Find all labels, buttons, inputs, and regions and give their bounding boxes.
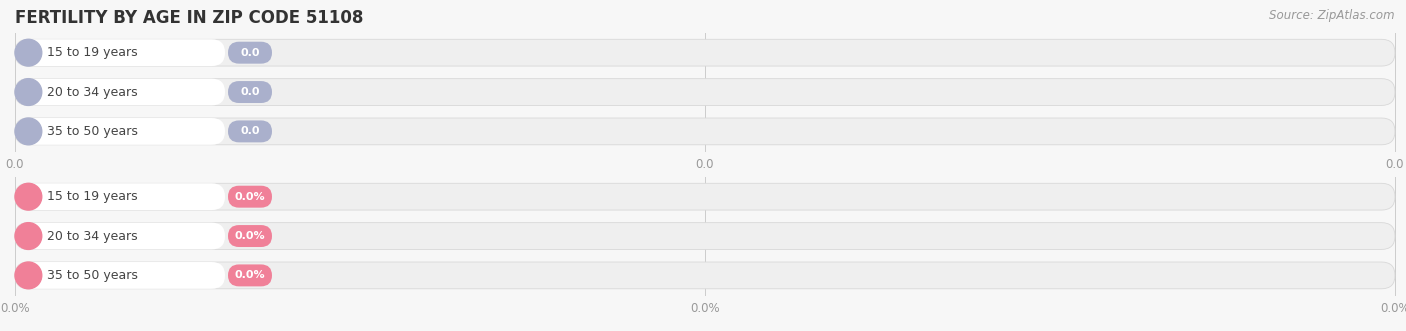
Text: 0.0: 0.0	[1386, 158, 1405, 170]
Text: 20 to 34 years: 20 to 34 years	[46, 229, 138, 243]
Circle shape	[15, 79, 42, 105]
FancyBboxPatch shape	[15, 262, 1395, 289]
Text: 0.0: 0.0	[240, 48, 260, 58]
Text: Source: ZipAtlas.com: Source: ZipAtlas.com	[1270, 9, 1395, 22]
Circle shape	[15, 39, 42, 66]
FancyBboxPatch shape	[15, 118, 1395, 145]
Circle shape	[15, 262, 42, 289]
Text: 35 to 50 years: 35 to 50 years	[46, 125, 138, 138]
FancyBboxPatch shape	[15, 183, 225, 210]
FancyBboxPatch shape	[228, 42, 271, 64]
Text: 20 to 34 years: 20 to 34 years	[46, 85, 138, 99]
Text: 0.0: 0.0	[696, 158, 714, 170]
FancyBboxPatch shape	[15, 183, 1395, 210]
FancyBboxPatch shape	[15, 39, 1395, 66]
Text: 15 to 19 years: 15 to 19 years	[46, 190, 138, 203]
FancyBboxPatch shape	[15, 118, 225, 145]
FancyBboxPatch shape	[228, 186, 271, 208]
FancyBboxPatch shape	[15, 39, 225, 66]
Circle shape	[15, 118, 42, 145]
Text: 0.0%: 0.0%	[235, 270, 266, 280]
Text: 0.0%: 0.0%	[1381, 302, 1406, 314]
FancyBboxPatch shape	[15, 262, 225, 289]
Text: 0.0: 0.0	[240, 87, 260, 97]
FancyBboxPatch shape	[15, 223, 1395, 250]
Text: 35 to 50 years: 35 to 50 years	[46, 269, 138, 282]
Circle shape	[15, 223, 42, 250]
Text: 0.0: 0.0	[240, 126, 260, 136]
Text: 0.0: 0.0	[6, 158, 24, 170]
Text: 0.0%: 0.0%	[0, 302, 30, 314]
FancyBboxPatch shape	[15, 79, 1395, 105]
Text: 15 to 19 years: 15 to 19 years	[46, 46, 138, 59]
Text: 0.0%: 0.0%	[690, 302, 720, 314]
FancyBboxPatch shape	[228, 120, 271, 142]
Text: FERTILITY BY AGE IN ZIP CODE 51108: FERTILITY BY AGE IN ZIP CODE 51108	[15, 9, 363, 27]
FancyBboxPatch shape	[228, 81, 271, 103]
Text: 0.0%: 0.0%	[235, 192, 266, 202]
Circle shape	[15, 183, 42, 210]
FancyBboxPatch shape	[15, 79, 225, 105]
FancyBboxPatch shape	[228, 264, 271, 286]
FancyBboxPatch shape	[228, 225, 271, 247]
Text: 0.0%: 0.0%	[235, 231, 266, 241]
FancyBboxPatch shape	[15, 223, 225, 250]
